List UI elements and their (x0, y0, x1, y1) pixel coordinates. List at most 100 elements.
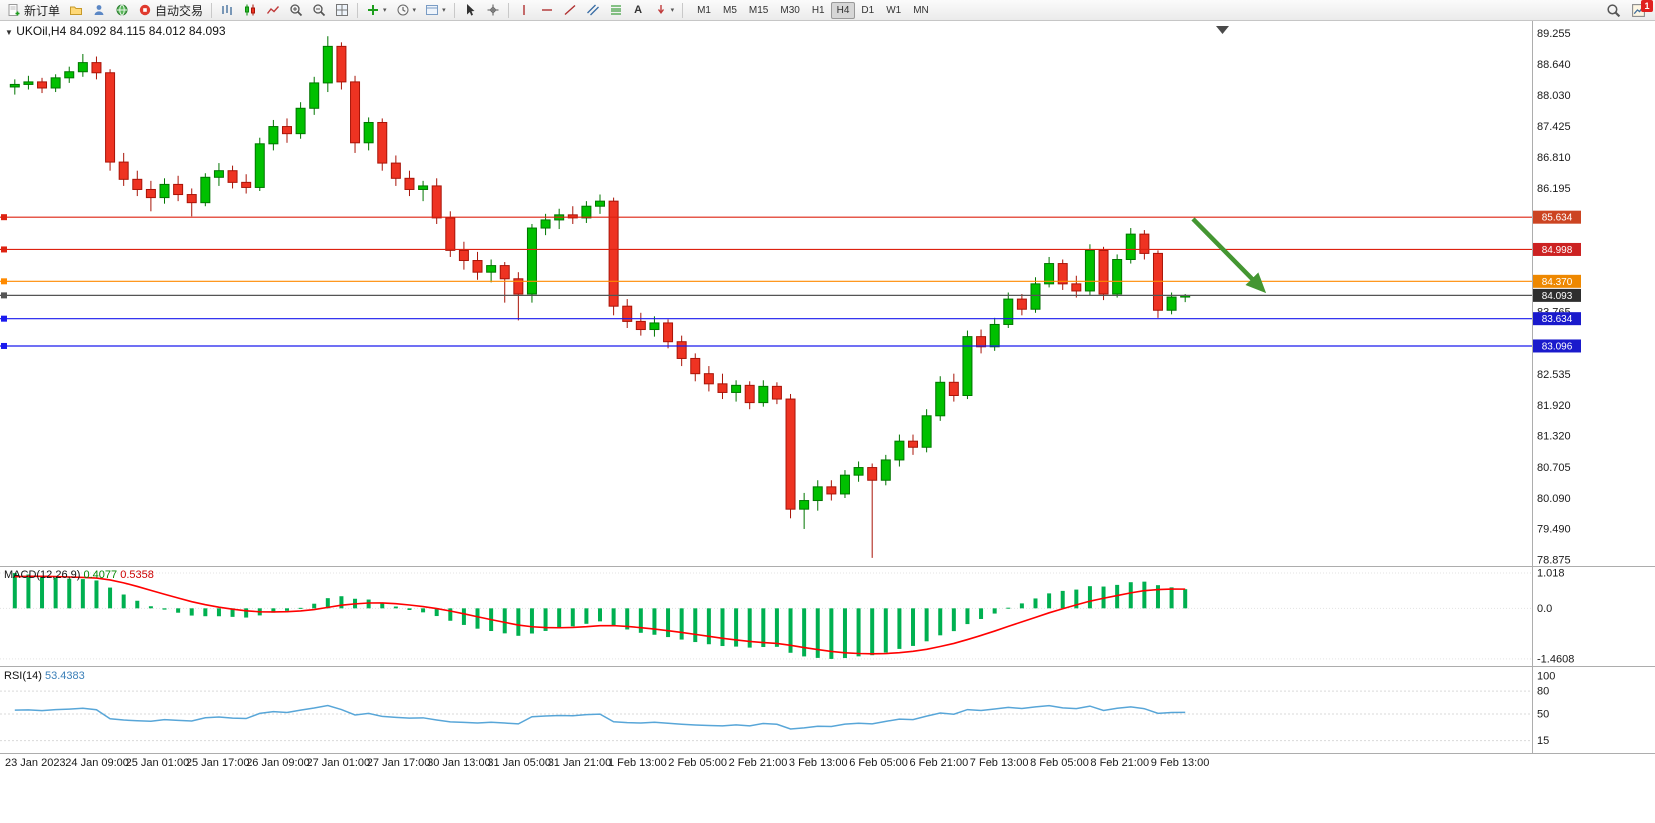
timeframe-h4-button[interactable]: H4 (830, 1, 856, 19)
vertical-line-button[interactable] (513, 1, 535, 20)
channel-icon (586, 4, 599, 16)
price-badge-label: 83.634 (1542, 314, 1573, 325)
zoom-in-button[interactable] (285, 1, 307, 20)
zoom-out-icon (313, 4, 326, 17)
candlestick-chart-icon (245, 4, 256, 16)
search-icon (1607, 3, 1621, 17)
chart-window[interactable]: 89.25588.64088.03087.42586.81086.19583.7… (0, 21, 1655, 823)
time-axis-label: 3 Feb 13:00 (789, 757, 848, 769)
fibonacci-icon (610, 5, 621, 15)
rsi-axis-label: 80 (1537, 686, 1549, 698)
macd-histogram (12, 573, 1188, 659)
time-axis-label: 1 Feb 13:00 (608, 757, 667, 769)
channel-button[interactable] (582, 1, 604, 20)
line-handle[interactable] (1, 342, 7, 349)
timeframe-m5-button[interactable]: M5 (723, 4, 737, 16)
line-chart-button[interactable] (262, 1, 284, 20)
zoom-out-button[interactable] (308, 1, 330, 20)
bar-chart-button[interactable] (216, 1, 238, 20)
search-button[interactable] (1602, 1, 1625, 20)
profile-button[interactable] (88, 1, 110, 20)
price-axis-label: 89.255 (1537, 28, 1571, 40)
time-axis-label: 27 Jan 17:00 (367, 757, 431, 769)
toolbar-separator (453, 2, 455, 18)
price-badge-label: 85.634 (1542, 213, 1573, 224)
clock-icon (397, 4, 409, 16)
toolbar-right-group: 1 (1602, 0, 1653, 20)
timeframe-mn-button[interactable]: MN (913, 4, 929, 16)
line-handle[interactable] (1, 315, 7, 322)
new-order-button[interactable]: 新订单 (3, 1, 64, 20)
candlestick-chart-button[interactable] (239, 1, 261, 20)
cursor-icon (466, 4, 475, 16)
rsi-axis-label: 15 (1537, 735, 1549, 747)
periods-button[interactable]: ▾ (392, 1, 421, 20)
folder-icon (70, 6, 83, 15)
scroll-to-end-marker[interactable] (1216, 26, 1229, 34)
zoom-in-icon (290, 4, 303, 17)
price-axis-label: 80.090 (1537, 493, 1571, 505)
price-badge (1533, 274, 1581, 288)
price-axis-label: 82.535 (1537, 369, 1571, 381)
auto-trading-icon (139, 4, 151, 16)
timeframe-d1-button[interactable]: D1 (861, 4, 875, 16)
line-handle[interactable] (1, 278, 7, 285)
toolbar: 新订单 自动交易 (0, 0, 1655, 21)
fibonacci-button[interactable] (605, 1, 627, 20)
chevron-down-icon: ▾ (670, 6, 675, 14)
timeframe-m30-button[interactable]: M30 (780, 4, 800, 16)
time-axis-label: 8 Feb 05:00 (1030, 757, 1089, 769)
time-axis-label: 2 Feb 05:00 (668, 757, 727, 769)
chevron-down-icon: ▾ (383, 6, 387, 14)
price-axis-label: 78.875 (1537, 555, 1571, 567)
time-axis-label: 2 Feb 21:00 (729, 757, 788, 769)
notification-badge: 1 (1641, 0, 1653, 12)
community-button[interactable] (111, 1, 133, 20)
line-handle[interactable] (1, 246, 7, 253)
text-button[interactable]: A (628, 1, 649, 20)
crosshair-button[interactable] (482, 1, 504, 20)
cursor-button[interactable] (459, 1, 481, 20)
trendline-button[interactable] (559, 1, 581, 20)
chart-canvas[interactable]: 89.25588.64088.03087.42586.81086.19583.7… (0, 21, 1655, 823)
new-order-label: 新订单 (24, 3, 61, 18)
horizontal-line-icon (541, 9, 552, 11)
trend-arrow[interactable] (1191, 217, 1267, 294)
price-badge-label: 84.998 (1542, 245, 1573, 256)
macd-axis-label: -1.4608 (1537, 653, 1574, 665)
auto-trading-label: 自动交易 (155, 3, 204, 18)
timeframe-group: M1 M5 M15 M30 H1 H4 D1 W1 MN (691, 1, 935, 19)
price-axis-label: 88.640 (1537, 59, 1571, 71)
price-badge-label: 84.370 (1542, 277, 1573, 288)
toolbar-separator (211, 2, 213, 18)
price-axis-label: 86.195 (1537, 183, 1571, 195)
timeframe-m15-button[interactable]: M15 (748, 4, 769, 16)
timeframe-w1-button[interactable]: W1 (886, 4, 902, 16)
price-badge (1533, 242, 1581, 256)
indicators-button[interactable]: ▾ (362, 1, 391, 20)
time-axis-label: 31 Jan 21:00 (548, 757, 612, 769)
arrows-button[interactable]: ▾ (650, 1, 679, 20)
horizontal-line-button[interactable] (536, 1, 558, 20)
toolbar-separator (507, 2, 509, 18)
profiles-button[interactable] (65, 1, 87, 20)
alerts-button[interactable]: 1 (1627, 0, 1653, 20)
timeframe-h1-button[interactable]: H1 (811, 4, 825, 16)
toolbar-separator (357, 2, 359, 18)
macd-signal-line (14, 575, 1186, 655)
time-axis-label: 8 Feb 21:00 (1090, 757, 1149, 769)
timeframe-m1-button[interactable]: M1 (697, 4, 711, 16)
person-icon (94, 5, 104, 15)
indicator-gridlines (0, 572, 1532, 742)
tile-windows-button[interactable] (331, 1, 353, 20)
add-indicator-icon (368, 5, 379, 15)
time-axis-label: 7 Feb 13:00 (970, 757, 1029, 769)
auto-trading-button[interactable]: 自动交易 (134, 1, 207, 20)
line-handle[interactable] (1, 292, 7, 299)
time-axis-label: 27 Jan 01:00 (307, 757, 371, 769)
line-handle[interactable] (1, 214, 7, 221)
crosshair-icon (487, 4, 499, 16)
rsi-line (14, 704, 1186, 730)
templates-button[interactable]: ▾ (421, 1, 450, 20)
price-badge-label: 83.096 (1542, 341, 1573, 352)
